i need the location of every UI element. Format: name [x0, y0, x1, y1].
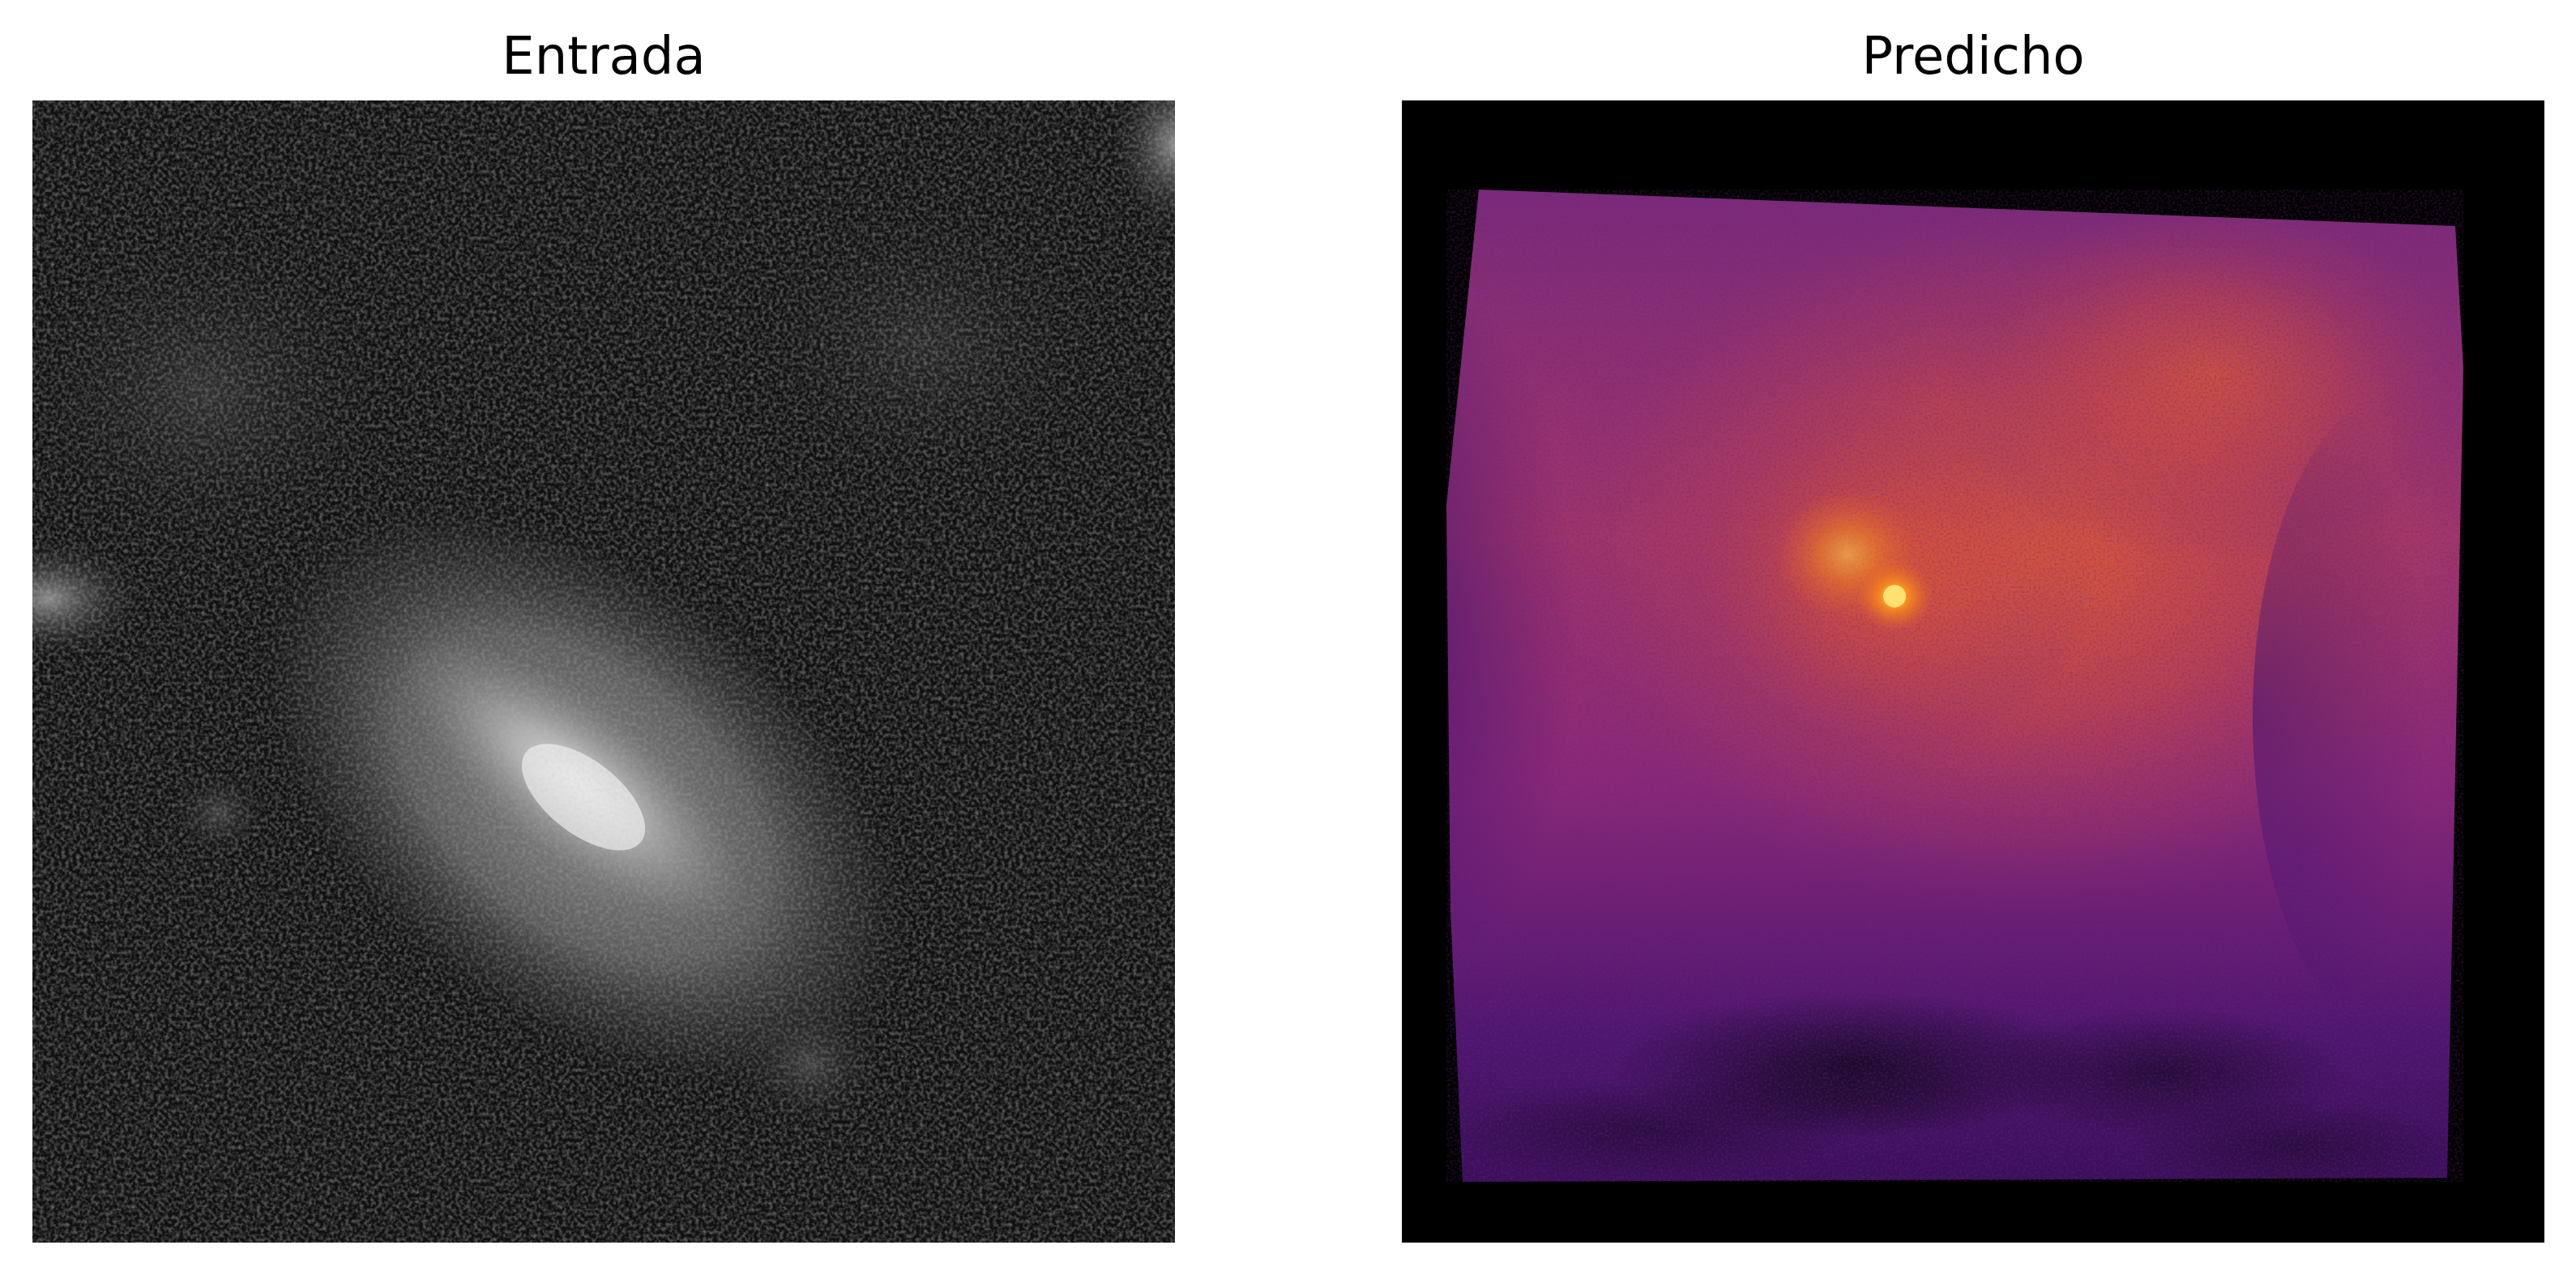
- input-image-panel: [32, 100, 1175, 1243]
- panel-title-entrada: Entrada: [502, 27, 706, 87]
- input-galaxy-image: [32, 100, 1175, 1243]
- predicted-heatmap-image: [1402, 100, 2544, 1243]
- panel-title-predicho: Predicho: [1861, 27, 2085, 87]
- predicted-image-panel: [1402, 100, 2544, 1243]
